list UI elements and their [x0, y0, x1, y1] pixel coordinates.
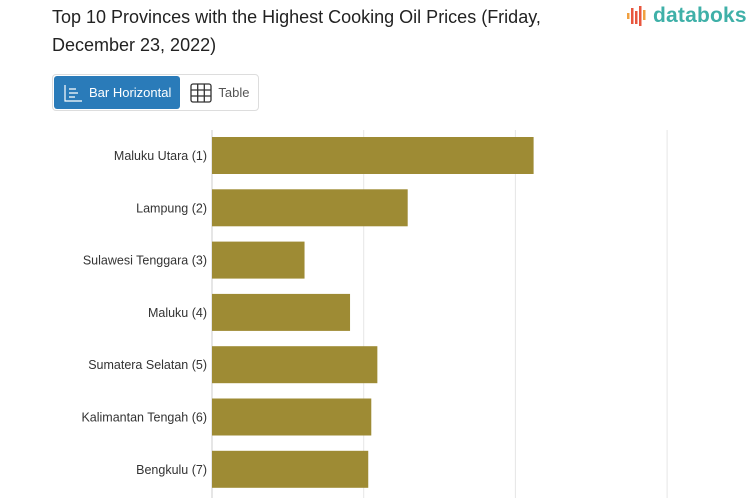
category-label: Maluku (4) — [148, 306, 207, 320]
bar[interactable] — [212, 346, 378, 384]
bar[interactable] — [212, 137, 534, 174]
logo-text: databoks — [653, 4, 747, 27]
table-label: Table — [218, 85, 250, 100]
bar-horizontal-button[interactable]: Bar Horizontal — [54, 76, 181, 109]
bar-horizontal-label: Bar Horizontal — [89, 85, 172, 100]
logo-bars-icon — [627, 6, 646, 26]
view-toggle: Bar Horizontal Table — [52, 74, 260, 111]
bar[interactable] — [212, 241, 305, 279]
category-label: Sumatera Selatan (5) — [88, 358, 207, 372]
table-icon — [190, 82, 213, 103]
bar[interactable] — [212, 189, 408, 227]
category-label: Maluku Utara (1) — [114, 149, 207, 163]
chart-title: Top 10 Provinces with the Highest Cookin… — [52, 7, 541, 55]
category-label: Kalimantan Tengah (6) — [81, 411, 207, 425]
table-button[interactable]: Table — [181, 75, 258, 110]
category-label: Lampung (2) — [136, 201, 207, 215]
bar-chart-icon — [64, 84, 82, 102]
bar[interactable] — [212, 293, 351, 331]
bar[interactable] — [212, 450, 369, 488]
databoks-logo: databoks — [626, 4, 747, 28]
category-label: Bengkulu (7) — [136, 463, 207, 477]
bar[interactable] — [212, 398, 372, 436]
category-label: Sulawesi Tenggara (3) — [83, 254, 207, 268]
